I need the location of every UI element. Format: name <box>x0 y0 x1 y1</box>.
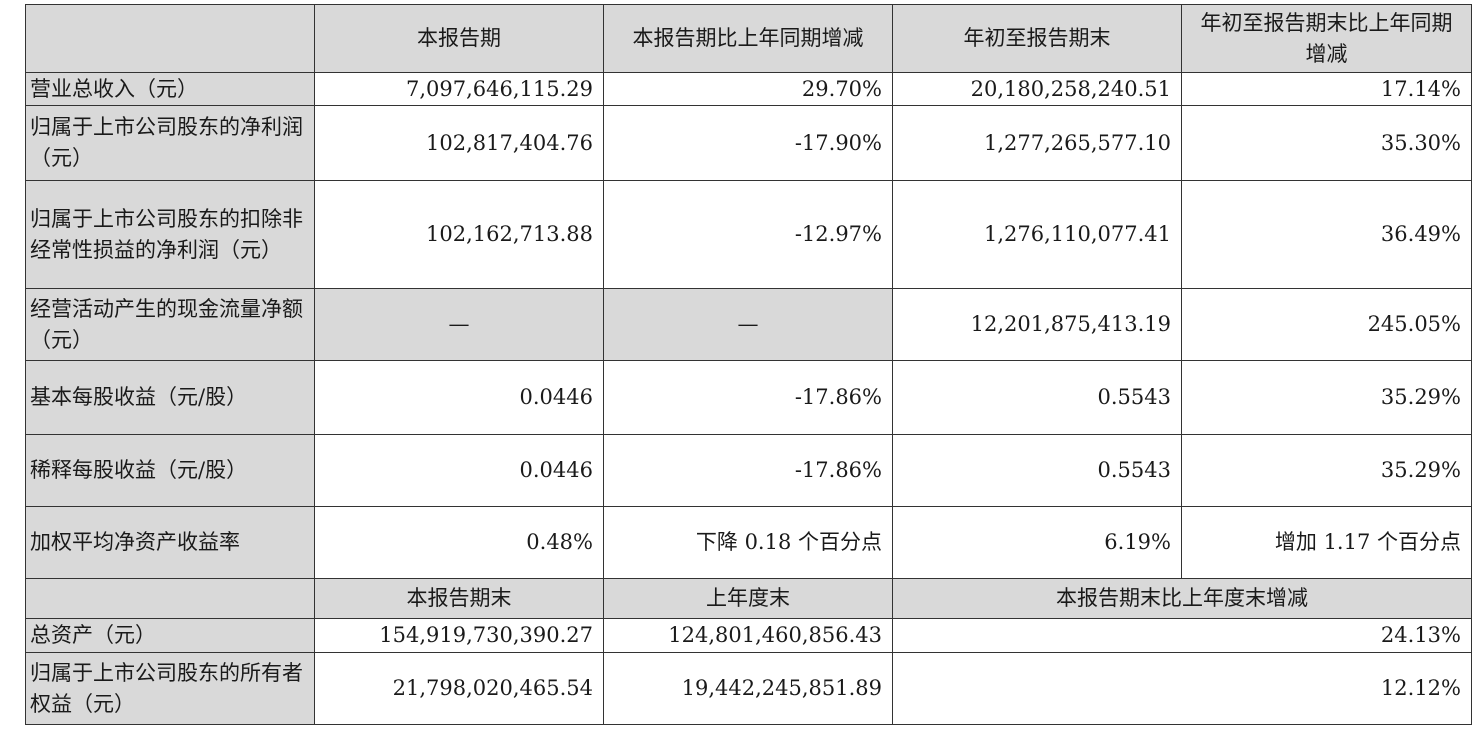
header-ytd-yoy: 年初至报告期末比上年同期增减 <box>1181 4 1472 73</box>
cell-value: 7,097,646,115.29 <box>314 72 604 106</box>
cell-value: 20,180,258,240.51 <box>892 72 1182 106</box>
financial-summary-table: 本报告期 本报告期比上年同期增减 年初至报告期末 年初至报告期末比上年同期增减 … <box>25 4 1472 725</box>
cell-value: 0.0446 <box>314 360 604 435</box>
cell-value: 24.13% <box>892 618 1472 653</box>
table-row: 加权平均净资产收益率 0.48% 下降 0.18 个百分点 6.19% 增加 1… <box>25 506 1472 579</box>
row-label: 总资产（元） <box>25 618 315 653</box>
cell-value: 36.49% <box>1181 180 1472 289</box>
row-label: 基本每股收益（元/股） <box>25 360 315 435</box>
header-ytd: 年初至报告期末 <box>892 4 1182 73</box>
cell-value: 35.29% <box>1181 360 1472 435</box>
cell-value: 245.05% <box>1181 288 1472 361</box>
header-current-period: 本报告期 <box>314 4 604 73</box>
table-row: 经营活动产生的现金流量净额（元） — — 12,201,875,413.19 2… <box>25 288 1472 361</box>
header-corner-cell <box>25 578 315 619</box>
cell-value: -17.86% <box>603 434 893 507</box>
table-row: 总资产（元） 154,919,730,390.27 124,801,460,85… <box>25 618 1472 653</box>
row-label: 稀释每股收益（元/股） <box>25 434 315 507</box>
header-prior-year-end: 上年度末 <box>603 578 893 619</box>
cell-value: 102,817,404.76 <box>314 105 604 181</box>
cell-value: 0.48% <box>314 506 604 579</box>
cell-value: 0.0446 <box>314 434 604 507</box>
cell-value: -17.90% <box>603 105 893 181</box>
row-label: 归属于上市公司股东的扣除非经常性损益的净利润（元） <box>25 180 315 289</box>
cell-value: 1,276,110,077.41 <box>892 180 1182 289</box>
cell-value: 102,162,713.88 <box>314 180 604 289</box>
cell-value: 35.30% <box>1181 105 1472 181</box>
cell-value: 0.5543 <box>892 434 1182 507</box>
cell-value: 19,442,245,851.89 <box>603 652 893 725</box>
cell-value: — <box>314 288 604 361</box>
cell-value: 12,201,875,413.19 <box>892 288 1182 361</box>
cell-value: 12.12% <box>892 652 1472 725</box>
row-label: 经营活动产生的现金流量净额（元） <box>25 288 315 361</box>
cell-value: 154,919,730,390.27 <box>314 618 604 653</box>
table-row: 归属于上市公司股东的所有者权益（元） 21,798,020,465.54 19,… <box>25 652 1472 725</box>
cell-value: -12.97% <box>603 180 893 289</box>
row-label: 归属于上市公司股东的所有者权益（元） <box>25 652 315 725</box>
header-current-period-yoy: 本报告期比上年同期增减 <box>603 4 893 73</box>
row-label: 营业总收入（元） <box>25 72 315 106</box>
row-label: 加权平均净资产收益率 <box>25 506 315 579</box>
cell-value: 1,277,265,577.10 <box>892 105 1182 181</box>
cell-value: 增加 1.17 个百分点 <box>1181 506 1472 579</box>
table-row: 基本每股收益（元/股） 0.0446 -17.86% 0.5543 35.29% <box>25 360 1472 435</box>
cell-value: 0.5543 <box>892 360 1182 435</box>
cell-value: 124,801,460,856.43 <box>603 618 893 653</box>
header-corner-cell <box>25 4 315 73</box>
table-row: 稀释每股收益（元/股） 0.0446 -17.86% 0.5543 35.29% <box>25 434 1472 507</box>
table-header-row-2: 本报告期末 上年度末 本报告期末比上年度末增减 <box>25 578 1472 619</box>
header-period-end: 本报告期末 <box>314 578 604 619</box>
table-row: 归属于上市公司股东的扣除非经常性损益的净利润（元） 102,162,713.88… <box>25 180 1472 289</box>
row-label: 归属于上市公司股东的净利润（元） <box>25 105 315 181</box>
cell-value: 17.14% <box>1181 72 1472 106</box>
cell-value: -17.86% <box>603 360 893 435</box>
cell-value: 6.19% <box>892 506 1182 579</box>
cell-value: 下降 0.18 个百分点 <box>603 506 893 579</box>
cell-value: — <box>603 288 893 361</box>
cell-value: 29.70% <box>603 72 893 106</box>
cell-value: 21,798,020,465.54 <box>314 652 604 725</box>
header-period-end-change: 本报告期末比上年度末增减 <box>892 578 1472 619</box>
table-header-row: 本报告期 本报告期比上年同期增减 年初至报告期末 年初至报告期末比上年同期增减 <box>25 4 1472 73</box>
table-row: 营业总收入（元） 7,097,646,115.29 29.70% 20,180,… <box>25 72 1472 106</box>
cell-value: 35.29% <box>1181 434 1472 507</box>
table-row: 归属于上市公司股东的净利润（元） 102,817,404.76 -17.90% … <box>25 105 1472 181</box>
